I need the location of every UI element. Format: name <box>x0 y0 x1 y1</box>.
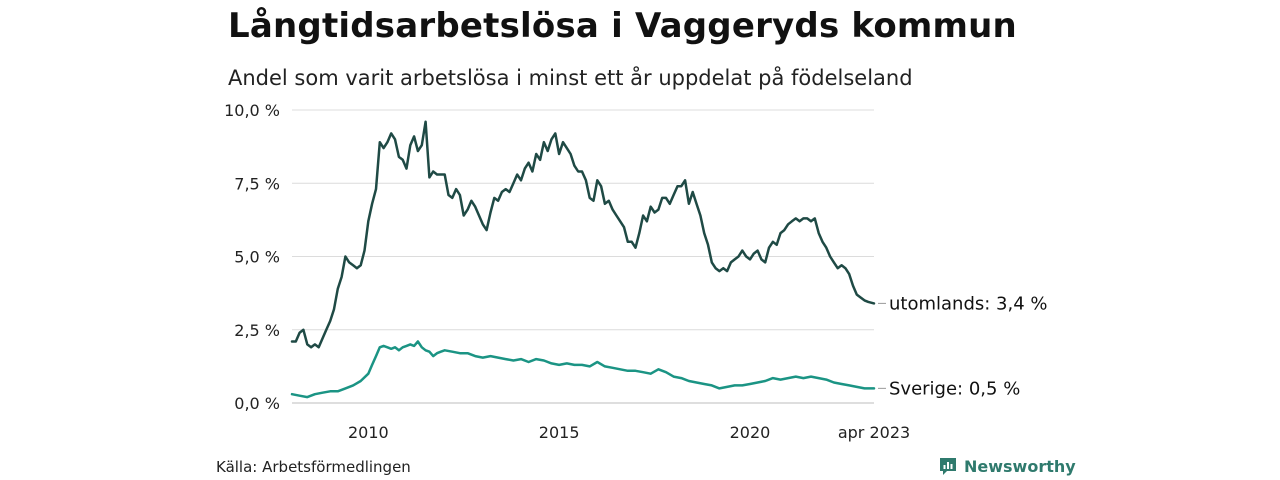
brand-name: Newsworthy <box>964 456 1076 476</box>
y-tick-label: 7,5 % <box>234 174 280 193</box>
source-note: Källa: Arbetsförmedlingen <box>216 458 411 476</box>
y-tick-label: 10,0 % <box>224 101 280 120</box>
y-tick-label: 2,5 % <box>234 321 280 340</box>
y-axis-ticks: 0,0 % 2,5 % 5,0 % 7,5 % 10,0 % <box>224 101 280 413</box>
y-tick-label: 0,0 % <box>234 394 280 413</box>
series-lines <box>290 120 876 399</box>
chart-subtitle: Andel som varit arbetslösa i minst ett å… <box>228 66 913 90</box>
x-tick-label: 2015 <box>539 423 580 442</box>
newsworthy-logo-icon <box>940 458 956 475</box>
x-tick-label: 2010 <box>348 423 389 442</box>
chart-title: Långtidsarbetslösa i Vaggeryds kommun <box>228 6 1017 46</box>
x-axis-ticks: 2010 2015 2020 apr 2023 <box>348 423 910 442</box>
series-line-sverige <box>290 340 876 399</box>
brand-logo: Newsworthy <box>938 456 1076 476</box>
gridlines <box>292 109 874 404</box>
series-end-label-utomlands: utomlands: 3,4 % <box>889 293 1048 314</box>
x-tick-label: 2020 <box>730 423 771 442</box>
x-tick-label: apr 2023 <box>838 423 910 442</box>
y-tick-label: 5,0 % <box>234 248 280 267</box>
series-line-utomlands <box>290 120 876 349</box>
series-end-label-sverige: Sverige: 0,5 % <box>889 378 1020 399</box>
series-end-labels: utomlands: 3,4 % Sverige: 0,5 % <box>878 293 1048 399</box>
